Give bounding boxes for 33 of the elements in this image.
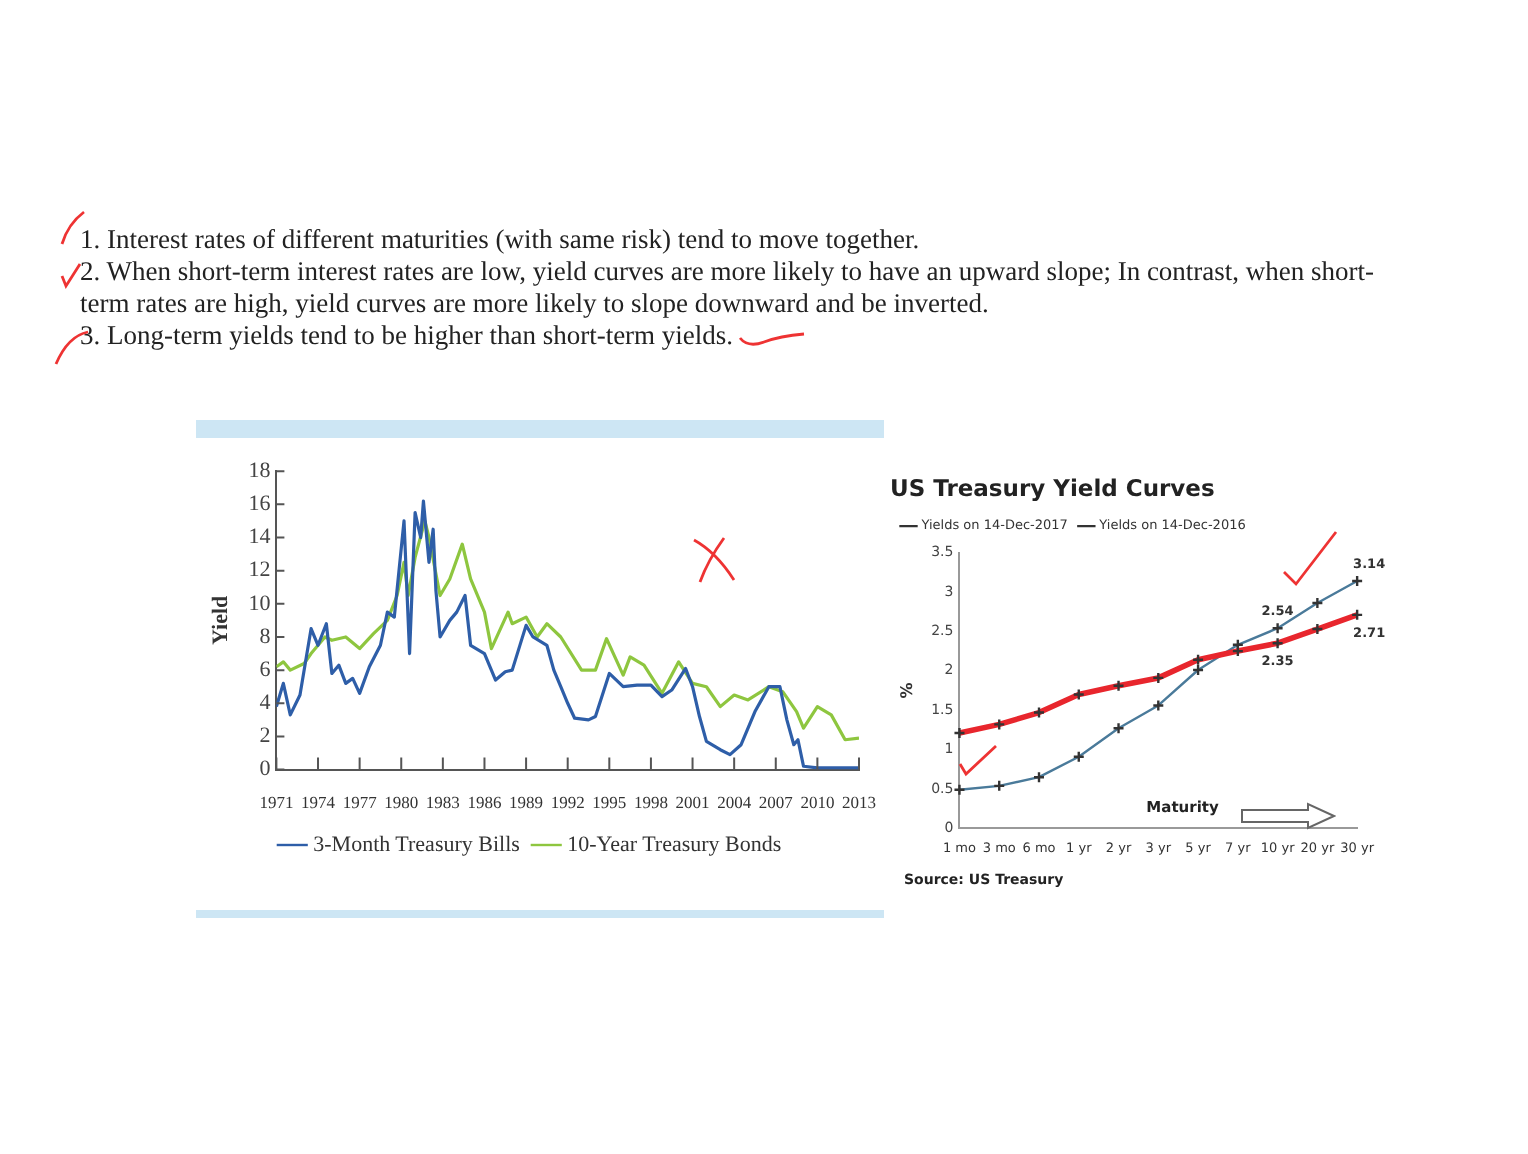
chart-title: US Treasury Yield Curves bbox=[890, 473, 1215, 502]
x-tick-label: 1995 bbox=[592, 792, 627, 813]
x-tick-label: 1977 bbox=[342, 792, 377, 813]
x-tick-label: 1974 bbox=[301, 792, 337, 813]
x-tick-label: 1989 bbox=[509, 792, 544, 813]
text: 2. When short-term interest rates are low, yield curves are more likely to have an upward slope; In contrast, when short-term rates are high, yield curves are more likely to slope downward and be inverted. bbox=[80, 256, 1377, 320]
x-tick-label: 2013 bbox=[842, 792, 876, 813]
x-tick-label: 1986 bbox=[467, 792, 502, 813]
y-tick-label: 0 bbox=[259, 757, 272, 782]
y-axis-title: % bbox=[897, 682, 916, 699]
y-tick-label: 2 bbox=[259, 724, 271, 749]
legend-label: 10-Year Treasury Bonds bbox=[567, 832, 782, 857]
x-tick-label: 2010 bbox=[800, 792, 835, 813]
text: 3. Long-term yields tend to be higher than short-term yields. bbox=[80, 320, 736, 352]
x-tick-label: 1980 bbox=[384, 792, 419, 813]
y-tick-label: 10 bbox=[248, 591, 272, 616]
x-tick-label: 1983 bbox=[425, 792, 460, 813]
y-tick-label: 12 bbox=[248, 558, 271, 583]
x-tick-label: 1992 bbox=[550, 792, 585, 813]
y-axis-title: Yield bbox=[208, 595, 233, 646]
legend-label: 3-Month Treasury Bills bbox=[313, 832, 520, 857]
x-tick-label: 1971 bbox=[259, 792, 294, 813]
y-tick-label: 16 bbox=[248, 492, 272, 517]
y-tick-label: 4 bbox=[259, 691, 272, 716]
y-tick-label: 18 bbox=[248, 458, 272, 483]
y-tick-label: 8 bbox=[259, 624, 272, 649]
x-tick-label: 2004 bbox=[717, 792, 753, 813]
x-tick-label: 2007 bbox=[758, 792, 793, 813]
y-tick-label: 6 bbox=[259, 657, 272, 682]
y-tick-label: 14 bbox=[248, 525, 272, 550]
text: 1. Interest rates of different maturities (with same risk) tend to move together. bbox=[80, 224, 922, 256]
x-tick-label: 2001 bbox=[675, 792, 710, 813]
x-tick-label: 1998 bbox=[633, 792, 668, 813]
